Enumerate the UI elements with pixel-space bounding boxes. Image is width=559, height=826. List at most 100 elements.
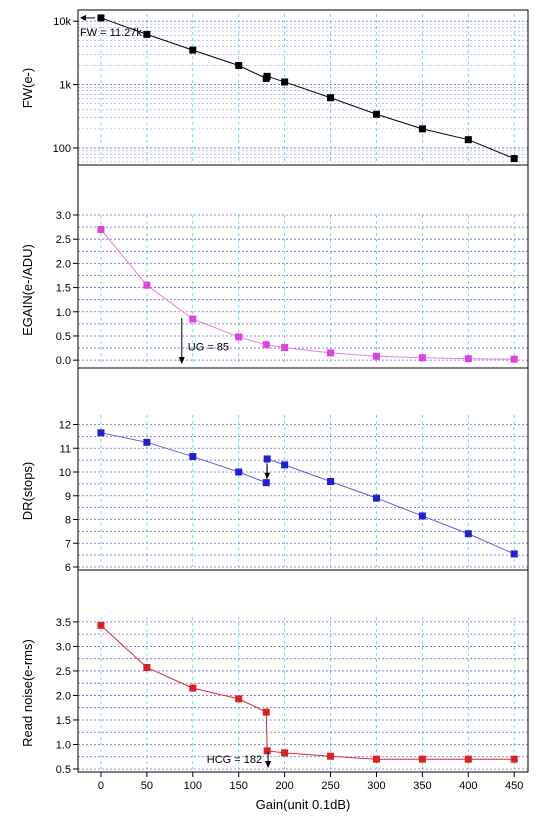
data-point [281,749,289,757]
data-point [418,755,426,763]
panel-2: 0.0 0.5 1.0 1.5 2.0 2.5 3.0 EGAIN(e-/ADU) UG = 8… [20,164,529,369]
data-point [235,62,243,70]
y-axis-label: DR(stops) [20,462,35,521]
series-line [100,17,515,160]
y-tick-label: 2.0 [56,690,71,702]
x-tick-label: 250 [321,780,339,792]
data-point [418,125,426,133]
data-point [327,94,335,102]
y-tick-label: 3.5 [56,617,71,629]
x-tick-label: 200 [275,780,293,792]
x-tick-label: 100 [184,780,202,792]
y-tick-label: 1.5 [56,715,71,727]
data-point [97,226,105,234]
annotation-label: UG = 85 [188,341,229,353]
annotation-arrowhead [178,357,185,365]
panel-4: 0.5 1.0 1.5 2.0 2.5 3.0 3.5 Read noise(e-rms) HC… [20,569,529,776]
y-axis-label: EGAIN(e-/ADU) [20,244,35,336]
y-tick-label: 3.0 [56,210,71,222]
data-point [327,752,335,760]
annotation-label: FW = 11.27k [80,27,142,39]
annotation-arrowhead [265,761,272,768]
data-point [510,550,518,558]
y-tick-label: 2.5 [56,666,71,678]
data-point [143,281,151,289]
data-point [464,530,472,538]
data-point [97,429,105,437]
data-point [97,14,105,22]
y-tick-label: 2.5 [56,234,71,246]
y-tick-label: 1.5 [56,283,71,295]
data-point [372,110,380,118]
data-point [189,684,197,692]
data-point [262,479,270,487]
data-point [510,755,518,763]
x-tick-label: 150 [230,780,248,792]
data-point [189,453,197,461]
series-line [100,432,515,555]
data-point [263,455,271,463]
y-tick-label: 1.0 [56,739,71,751]
series-line [100,624,515,760]
x-tick-label: 350 [413,780,431,792]
y-tick-label: 3.0 [56,641,71,653]
panel-frame [77,367,529,571]
y-tick-label: 1.0 [56,307,71,319]
y-axis-label: Read noise(e-rms) [20,639,35,747]
y-tick-label: 10 [59,467,71,479]
data-point [418,512,426,520]
data-point [464,755,472,763]
y-tick-label: 2.0 [56,258,71,270]
data-point [235,695,243,703]
x-tick-label: 0 [98,780,104,792]
panel-1: 100 1k 10k FW(e-) FW = 11.27k [20,9,529,166]
y-tick-label: 11 [60,443,71,455]
data-point [327,478,335,485]
y-tick-label: 100 [53,143,71,155]
data-point [372,755,380,763]
y-tick-label: 9 [65,491,71,503]
x-tick-label: 400 [459,780,477,792]
data-point [464,136,472,144]
annotation-arrowhead [80,14,86,21]
x-tick-label: 50 [141,780,153,792]
y-tick-label: 0.0 [56,355,71,367]
data-point [262,708,270,716]
data-point [327,349,335,357]
data-point [262,341,270,349]
data-point [510,355,518,363]
data-point [235,468,243,476]
x-tick-label: 300 [367,780,385,792]
y-tick-label: 0.5 [56,764,71,776]
data-point [143,664,151,672]
y-tick-label: 12 [59,420,71,432]
data-point [372,494,380,502]
y-tick-label: 10k [53,16,71,28]
series-line [100,229,515,360]
panel-3: 6 7 8 9 10 11 12 DR(stops) [20,367,529,574]
panel-frame [77,164,529,369]
data-point [510,155,518,163]
y-tick-label: 0.5 [56,331,71,343]
y-tick-label: 6 [65,562,71,574]
annotation-arrowhead [264,472,271,479]
data-point [464,355,472,363]
data-point [418,354,426,362]
data-point [189,315,197,323]
y-tick-label: 1k [59,80,71,92]
y-tick-label: 8 [65,515,71,527]
y-tick-label: 7 [65,538,71,550]
x-axis-label: Gain(unit 0.1dB) [256,797,351,812]
data-point [97,621,105,629]
data-point [235,333,243,341]
data-point [281,78,289,86]
x-tick-label: 450 [505,780,523,792]
data-point [143,30,151,38]
y-axis-label: FW(e-) [20,68,35,108]
data-point [263,72,271,80]
data-point [143,438,151,446]
data-point [189,46,197,54]
data-point [281,461,289,469]
data-point [281,344,289,352]
